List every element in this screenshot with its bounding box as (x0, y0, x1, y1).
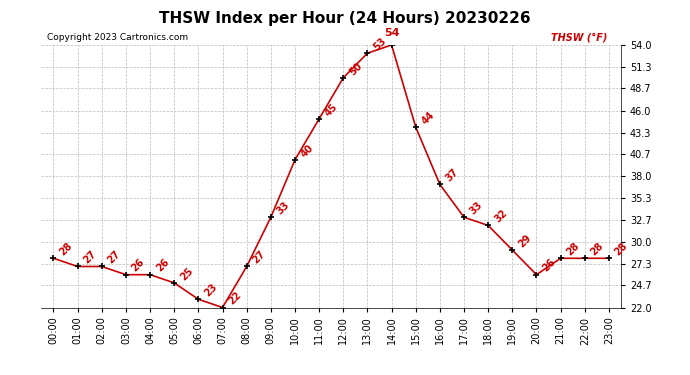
Text: 26: 26 (130, 257, 147, 274)
Text: 26: 26 (541, 257, 558, 274)
Text: 27: 27 (82, 249, 99, 266)
Text: 50: 50 (348, 60, 364, 77)
Text: 45: 45 (324, 101, 340, 118)
Text: 40: 40 (299, 142, 316, 159)
Text: THSW Index per Hour (24 Hours) 20230226: THSW Index per Hour (24 Hours) 20230226 (159, 11, 531, 26)
Text: 28: 28 (589, 241, 606, 258)
Text: 32: 32 (493, 208, 509, 225)
Text: 25: 25 (179, 266, 195, 282)
Text: 53: 53 (372, 36, 388, 52)
Text: 22: 22 (227, 290, 244, 307)
Text: 27: 27 (106, 249, 123, 266)
Text: 33: 33 (469, 200, 485, 216)
Text: 33: 33 (275, 200, 292, 216)
Text: 54: 54 (384, 28, 400, 38)
Text: 28: 28 (58, 241, 75, 258)
Text: 28: 28 (565, 241, 582, 258)
Text: 28: 28 (613, 241, 630, 258)
Text: Copyright 2023 Cartronics.com: Copyright 2023 Cartronics.com (47, 33, 188, 42)
Text: 37: 37 (444, 167, 461, 184)
Text: 26: 26 (155, 257, 171, 274)
Text: 27: 27 (251, 249, 268, 266)
Text: 29: 29 (517, 232, 533, 249)
Text: 44: 44 (420, 110, 437, 126)
Text: 23: 23 (203, 282, 219, 298)
Text: THSW (°F): THSW (°F) (551, 32, 608, 42)
